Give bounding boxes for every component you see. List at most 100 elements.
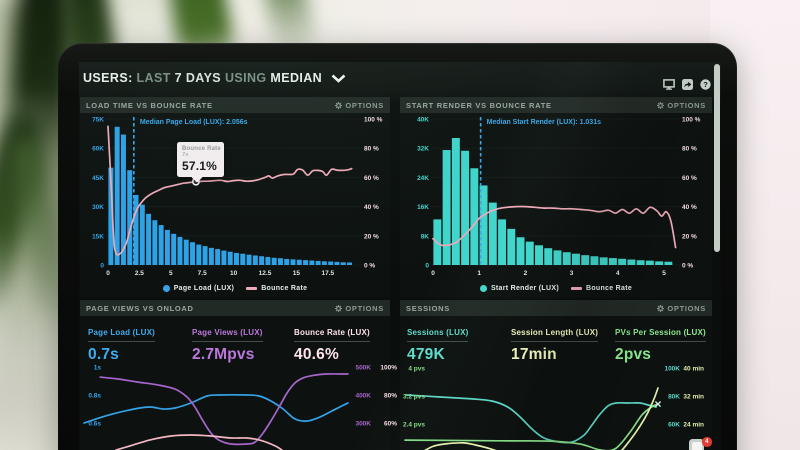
legend-line bbox=[246, 287, 258, 290]
svg-text:5: 5 bbox=[662, 270, 666, 277]
metric-label: Bounce Rate (LUX) bbox=[294, 328, 370, 342]
svg-text:2: 2 bbox=[524, 270, 528, 277]
svg-text:Median Page Load (LUX): 2.056s: Median Page Load (LUX): 2.056s bbox=[140, 119, 248, 126]
legend-item[interactable]: Start Render (LUX) bbox=[479, 285, 559, 292]
svg-text:7.5: 7.5 bbox=[198, 270, 207, 277]
metric-value: 479K bbox=[407, 346, 445, 363]
svg-text:1s: 1s bbox=[94, 365, 102, 372]
chart-tooltip: Bounce Rate 7s 57.1% bbox=[177, 142, 224, 183]
metric-value: 40.6% bbox=[294, 346, 339, 363]
svg-text:40 %: 40 % bbox=[682, 204, 697, 211]
options-button[interactable]: OPTIONS bbox=[657, 304, 706, 313]
laptop-screen-bezel: USERS: LAST 7 DAYS USING MEDIAN bbox=[58, 43, 737, 450]
svg-text:60%: 60% bbox=[384, 421, 397, 428]
metric-pvs-per-session: PVs Per Session (LUX) 2pvs bbox=[615, 322, 706, 364]
gear-icon bbox=[657, 304, 665, 312]
panel-sessions: SESSIONS OPTIONS Sessions (LUX) 479K Ses… bbox=[400, 300, 712, 450]
svg-text:12.5: 12.5 bbox=[259, 270, 272, 277]
legend-item[interactable]: Page Load (LUX) bbox=[162, 285, 235, 292]
panel-title: SESSIONS bbox=[406, 303, 450, 313]
metric-label: Page Views (LUX) bbox=[192, 328, 263, 342]
svg-text:32 min: 32 min bbox=[683, 394, 704, 401]
title-median: MEDIAN bbox=[270, 71, 323, 85]
panel-load-time-vs-bounce-rate: LOAD TIME VS BOUNCE RATE OPTIONS Median … bbox=[80, 97, 390, 297]
legend-label: Start Render (LUX) bbox=[490, 285, 559, 292]
svg-text:45K: 45K bbox=[92, 175, 104, 182]
start-render-chart[interactable]: Median Start Render (LUX): 1.031s 40K 32K 2… bbox=[400, 113, 712, 281]
panel-header: PAGE VIEWS VS ONLOAD OPTIONS bbox=[80, 300, 390, 316]
notification-badge: 4 bbox=[702, 437, 712, 447]
svg-text:4 pvs: 4 pvs bbox=[408, 366, 425, 373]
options-label: OPTIONS bbox=[667, 303, 706, 313]
legend-dot bbox=[479, 285, 487, 292]
metric-label: PVs Per Session (LUX) bbox=[615, 328, 706, 342]
page-views-chart[interactable]: 1s 0.8s 0.6s 500K 100% 400K 80% 300K 60% bbox=[80, 356, 397, 450]
dashboard-title[interactable]: USERS: LAST 7 DAYS USING MEDIAN bbox=[83, 71, 346, 86]
svg-text:0: 0 bbox=[431, 270, 435, 277]
svg-text:80K: 80K bbox=[668, 394, 680, 401]
svg-text:60 %: 60 % bbox=[682, 175, 697, 182]
svg-text:?: ? bbox=[703, 80, 708, 89]
svg-text:3: 3 bbox=[570, 270, 574, 277]
metric-value: 2pvs bbox=[615, 346, 652, 363]
svg-text:500K: 500K bbox=[355, 365, 371, 372]
svg-text:2.5: 2.5 bbox=[135, 270, 144, 277]
metric-label: Session Length (LUX) bbox=[511, 328, 599, 342]
scrollbar-thumb[interactable] bbox=[714, 64, 720, 252]
svg-text:60K: 60K bbox=[668, 422, 680, 429]
chart-legend: Start Render (LUX) Bounce Rate bbox=[400, 285, 712, 292]
svg-text:20 %: 20 % bbox=[682, 233, 697, 240]
svg-text:75K: 75K bbox=[92, 117, 104, 124]
tooltip-x: 7s bbox=[182, 152, 189, 158]
title-last: LAST bbox=[136, 71, 171, 85]
svg-text:15: 15 bbox=[293, 270, 301, 277]
svg-text:60K: 60K bbox=[92, 146, 104, 153]
load-time-chart[interactable]: Median Page Load (LUX): 2.056s 75K 60K 45K 3… bbox=[80, 113, 390, 281]
panel-title: START RENDER VS BOUNCE RATE bbox=[406, 100, 552, 110]
legend-label: Page Load (LUX) bbox=[173, 285, 235, 292]
svg-text:5: 5 bbox=[169, 270, 173, 277]
sessions-chart[interactable]: 4 pvs 3.2 pvs 2.4 pvs 100K 40 min 80K 32 min 60… bbox=[400, 356, 712, 450]
options-label: OPTIONS bbox=[345, 100, 384, 110]
svg-text:Median Start Render (LUX): 1.0: Median Start Render (LUX): 1.031s bbox=[487, 119, 601, 126]
share-icon[interactable] bbox=[682, 77, 693, 95]
svg-text:4: 4 bbox=[616, 270, 620, 277]
dashboard-header: USERS: LAST 7 DAYS USING MEDIAN bbox=[79, 62, 721, 97]
svg-text:8K: 8K bbox=[421, 233, 430, 240]
svg-text:100 %: 100 % bbox=[364, 117, 383, 124]
metric-sessions: Sessions (LUX) 479K bbox=[407, 322, 469, 364]
help-icon[interactable]: ? bbox=[700, 77, 711, 95]
svg-text:10: 10 bbox=[230, 270, 238, 277]
dashboard-screen: USERS: LAST 7 DAYS USING MEDIAN bbox=[79, 62, 721, 450]
svg-text:0: 0 bbox=[106, 270, 110, 277]
metric-page-views: Page Views (LUX) 2.7Mpvs bbox=[192, 322, 263, 364]
svg-text:17.5: 17.5 bbox=[321, 270, 334, 277]
svg-text:20 %: 20 % bbox=[364, 233, 379, 240]
svg-text:40K: 40K bbox=[417, 117, 429, 124]
svg-text:300K: 300K bbox=[355, 421, 371, 428]
widget-inner-icon bbox=[691, 442, 702, 450]
svg-text:60 %: 60 % bbox=[364, 175, 379, 182]
legend-item[interactable]: Bounce Rate bbox=[246, 285, 307, 292]
title-users: USERS: bbox=[83, 71, 133, 85]
panel-header: START RENDER VS BOUNCE RATE OPTIONS bbox=[400, 97, 712, 113]
svg-text:24K: 24K bbox=[417, 175, 429, 182]
options-label: OPTIONS bbox=[667, 100, 706, 110]
metric-label: Page Load (LUX) bbox=[88, 328, 156, 342]
metric-bounce-rate: Bounce Rate (LUX) 40.6% bbox=[294, 322, 370, 364]
svg-text:15K: 15K bbox=[92, 233, 104, 240]
chevron-down-icon[interactable] bbox=[331, 72, 346, 86]
options-button[interactable]: OPTIONS bbox=[657, 101, 706, 110]
svg-text:80 %: 80 % bbox=[682, 146, 697, 153]
options-button[interactable]: OPTIONS bbox=[335, 304, 384, 313]
display-icon[interactable] bbox=[663, 77, 675, 95]
svg-text:40 %: 40 % bbox=[364, 204, 379, 211]
svg-text:100%: 100% bbox=[380, 365, 397, 372]
legend-item[interactable]: Bounce Rate bbox=[570, 285, 632, 292]
options-button[interactable]: OPTIONS bbox=[335, 101, 384, 110]
chart-legend: Page Load (LUX) Bounce Rate bbox=[80, 285, 390, 292]
svg-text:40 min: 40 min bbox=[683, 366, 704, 373]
svg-text:30K: 30K bbox=[92, 204, 104, 211]
gear-icon bbox=[335, 304, 343, 312]
svg-text:0 %: 0 % bbox=[364, 263, 375, 270]
